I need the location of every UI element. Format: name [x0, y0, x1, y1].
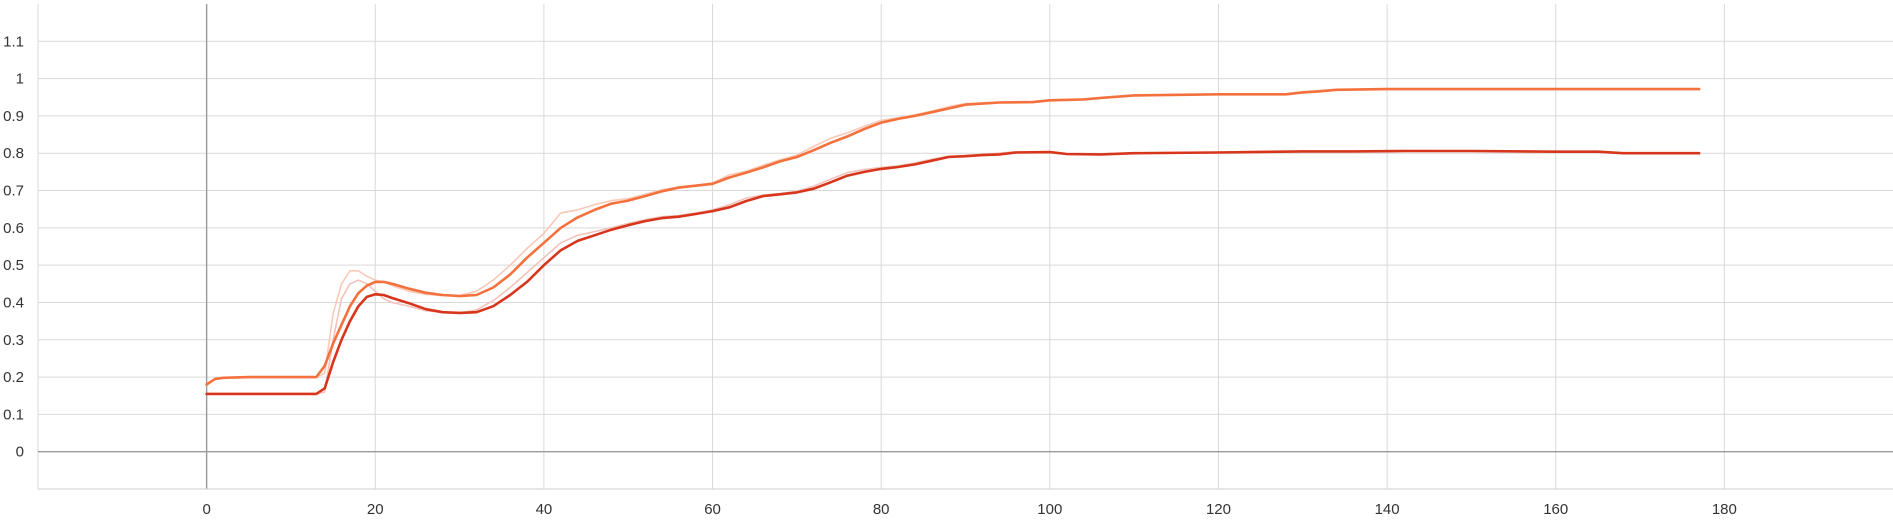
- x-tick-label: 120: [1206, 501, 1231, 518]
- y-tick-label: 0.1: [3, 406, 24, 423]
- x-tick-label: 180: [1712, 501, 1737, 518]
- x-tick-label: 100: [1037, 501, 1062, 518]
- x-tick-label: 60: [704, 501, 721, 518]
- y-tick-label: 0.4: [3, 294, 24, 311]
- raw-series-line-2: [206, 149, 1700, 395]
- x-tick-label: 140: [1375, 501, 1400, 518]
- y-tick-label: 0.8: [3, 145, 24, 162]
- y-tick-label: 1: [16, 71, 24, 88]
- grid: [37, 4, 1893, 489]
- smoothed-series-layer: [205, 87, 1701, 396]
- x-tick-label: 160: [1543, 501, 1568, 518]
- x-tick-label: 80: [873, 501, 890, 518]
- y-tick-label: 0.3: [3, 332, 24, 349]
- smoothed-series-line-2: [205, 149, 1701, 396]
- x-tick-label: 40: [536, 501, 553, 518]
- y-tick-label: 0.5: [3, 257, 24, 274]
- x-tick-label: 0: [202, 501, 210, 518]
- raw-series-layer: [206, 88, 1700, 395]
- y-tick-label: 0.2: [3, 369, 24, 386]
- y-tick-label: 0.6: [3, 220, 24, 237]
- smoothed-series-line-1: [205, 87, 1701, 386]
- x-tick-labels: 0 20 40 60 80 100 120 140 160 180: [202, 501, 1736, 518]
- axes: [38, 4, 1893, 490]
- y-tick-label: 0.9: [3, 108, 24, 125]
- y-tick-label: 0: [16, 444, 24, 461]
- x-tick-label: 20: [367, 501, 384, 518]
- y-tick-label: 1.1: [3, 33, 24, 50]
- y-tick-labels: 0 0.1 0.2 0.3 0.4 0.5 0.6 0.7 0.8 0.9 1 1.1: [3, 33, 24, 460]
- y-tick-label: 0.7: [3, 183, 24, 200]
